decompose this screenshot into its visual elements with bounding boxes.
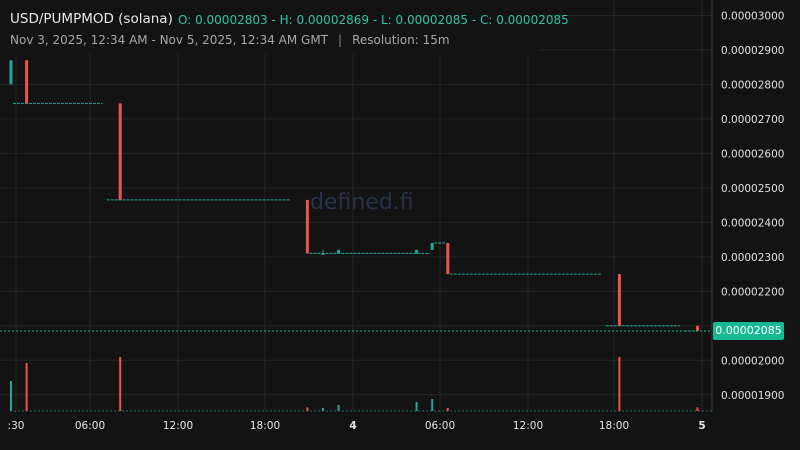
volume-bar: [322, 408, 324, 411]
price-tick-label: 0.00002200: [721, 286, 784, 298]
volume-bar: [618, 357, 621, 411]
price-axis: 0.000019000.000020000.000021000.00002200…: [721, 10, 784, 401]
time-tick-label: 5: [698, 420, 705, 432]
time-tick-label: 18:00: [250, 420, 280, 432]
last-price-tag: 0.00002085: [713, 322, 784, 340]
volume-bar: [696, 407, 699, 411]
time-tick-label: 18:00: [599, 420, 629, 432]
time-tick-label: 12:00: [513, 420, 543, 432]
volume-bar: [431, 399, 434, 411]
time-tick-label: :30: [8, 420, 25, 432]
candle-body: [321, 253, 325, 255]
date-range: Nov 3, 2025, 12:34 AM - Nov 5, 2025, 12:…: [10, 33, 329, 47]
candle-body: [695, 325, 699, 331]
candle-body: [9, 60, 13, 85]
volume-bar: [25, 363, 28, 411]
candle-body: [617, 274, 621, 326]
volume-bar: [337, 405, 340, 411]
volume-bar: [446, 408, 449, 411]
volume-bars: [10, 357, 712, 412]
candle-body: [25, 60, 29, 104]
volume-bar: [10, 381, 12, 411]
price-tick-label: 0.00001900: [721, 390, 784, 402]
time-tick-label: 06:00: [75, 420, 105, 432]
ohlc-readout: O: 0.00002803 - H: 0.00002869 - L: 0.000…: [178, 13, 569, 27]
candles: [9, 60, 699, 331]
price-tick-label: 0.00002800: [721, 79, 784, 91]
volume-bar: [415, 402, 418, 411]
price-tick-label: 0.00002900: [721, 45, 784, 57]
volume-bar: [119, 357, 122, 411]
candle-body: [118, 103, 122, 200]
chart-subtitle: Nov 3, 2025, 12:34 AM - Nov 5, 2025, 12:…: [10, 33, 450, 47]
time-tick-label: 4: [349, 420, 356, 432]
chart-header: USD/PUMPMOD (solana) O: 0.00002803 - H: …: [0, 0, 569, 54]
candle-body: [305, 199, 309, 254]
resolution-label: Resolution: 15m: [352, 33, 450, 47]
candle-body: [430, 243, 434, 250]
time-tick-label: 06:00: [425, 420, 455, 432]
price-tick-label: 0.00002600: [721, 148, 784, 160]
price-tick-label: 0.00003000: [721, 10, 784, 22]
pair-title: USD/PUMPMOD (solana): [10, 11, 173, 27]
separator: |: [338, 33, 343, 47]
candle-body: [446, 243, 450, 275]
volume-bar: [306, 407, 309, 411]
price-tick-label: 0.00002400: [721, 217, 784, 229]
watermark: defined.fi: [310, 190, 414, 215]
time-axis: :30 06:00 12:00 18:00 4 06:00 12:00 18:00 5: [8, 420, 706, 432]
price-tick-label: 0.00002700: [721, 114, 784, 126]
price-tick-label: 0.00002300: [721, 252, 784, 264]
candle-body: [337, 249, 341, 254]
candle-body: [415, 249, 419, 254]
time-tick-label: 12:00: [163, 420, 193, 432]
price-tick-label: 0.00002000: [721, 355, 784, 367]
price-level-lines: [13, 102, 696, 332]
price-tick-label: 0.00002500: [721, 183, 784, 195]
